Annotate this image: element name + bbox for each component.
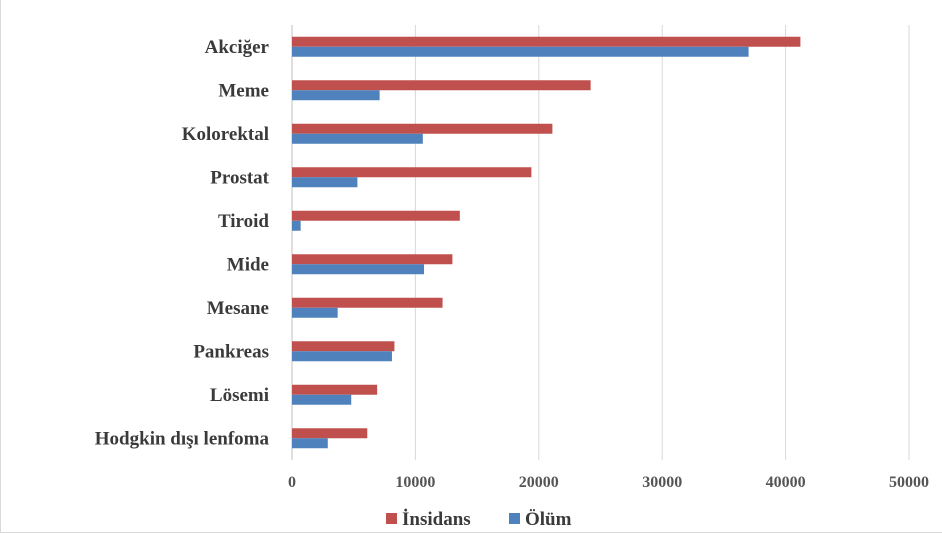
category-label: Tiroid — [218, 211, 269, 232]
bar-olum — [292, 220, 301, 231]
category-label: Mesane — [207, 298, 269, 319]
category-label: Hodgkin dışı lenfoma — [95, 428, 270, 449]
category-label: Akciğer — [205, 37, 270, 58]
x-tick-label: 10000 — [395, 474, 435, 491]
legend-swatch-insidans — [386, 513, 397, 524]
x-tick-label: 50000 — [889, 474, 929, 491]
bar-olum — [292, 133, 423, 144]
x-tick-labels: 0 10000 20000 30000 40000 50000 — [288, 474, 929, 491]
bar-olum — [292, 394, 352, 405]
bars — [292, 36, 801, 449]
category-label: Pankreas — [193, 341, 269, 362]
bar-insidans — [292, 167, 532, 178]
bar-insidans — [292, 254, 453, 265]
legend-label-olum: Ölüm — [525, 509, 572, 530]
bar-olum — [292, 438, 328, 449]
bar-insidans — [292, 36, 801, 47]
bar-olum — [292, 307, 338, 318]
bar-insidans — [292, 297, 443, 308]
bar-insidans — [292, 384, 378, 395]
bar-insidans — [292, 80, 591, 91]
x-tick-label: 0 — [288, 474, 296, 491]
category-label: Lösemi — [210, 385, 269, 406]
bar-insidans — [292, 123, 553, 134]
bar-insidans — [292, 341, 395, 352]
category-labels: Akciğer Meme Kolorektal Prostat Tiroid Mide Me… — [95, 37, 270, 450]
bar-olum — [292, 264, 425, 275]
bar-insidans — [292, 428, 368, 439]
category-label: Mide — [227, 254, 269, 275]
category-label: Meme — [218, 80, 269, 101]
x-tick-label: 20000 — [519, 474, 559, 491]
category-label: Prostat — [210, 167, 269, 188]
x-tick-label: 40000 — [766, 474, 806, 491]
x-tick-label: 30000 — [642, 474, 682, 491]
bar-olum — [292, 90, 380, 101]
bar-insidans — [292, 210, 460, 221]
legend-swatch-olum — [509, 513, 520, 524]
legend-label-insidans: İnsidans — [402, 509, 471, 530]
category-label: Kolorektal — [182, 124, 269, 145]
bar-olum — [292, 46, 749, 57]
bar-olum — [292, 351, 392, 362]
bar-olum — [292, 177, 358, 188]
legend: İnsidans Ölüm — [386, 509, 572, 530]
